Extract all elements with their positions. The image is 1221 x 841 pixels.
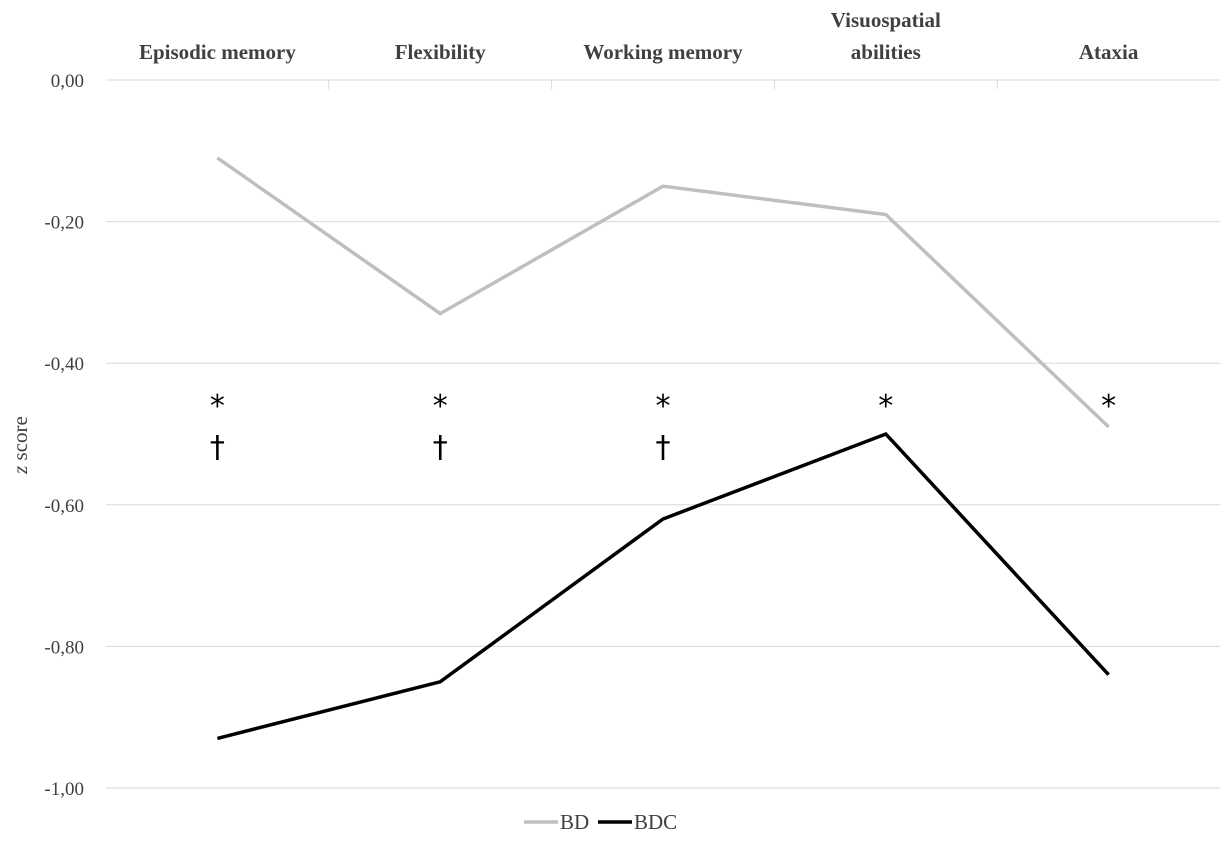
significance-star: * [433, 389, 448, 424]
legend-label-bdc: BDC [634, 810, 677, 834]
significance-star: * [656, 389, 671, 424]
significance-star: * [1101, 389, 1116, 424]
series-lines [216, 156, 1110, 741]
significance-star: * [210, 389, 225, 424]
category-label: Ataxia [1079, 40, 1139, 64]
category-labels: Episodic memory Flexibility Working memory… [139, 8, 1139, 64]
y-tick-label: -1,00 [44, 779, 84, 800]
significance-markers: * † * † * † * * [210, 389, 1116, 465]
significance-star: * [878, 389, 893, 424]
category-label: Flexibility [395, 40, 486, 64]
y-tick-label: -0,60 [44, 496, 84, 517]
y-axis-tick-labels: 0,00 -0,20 -0,40 -0,60 -0,80 -1,00 [44, 71, 84, 800]
y-tick-label: -0,40 [44, 354, 84, 375]
legend: BD BDC [524, 810, 677, 834]
series-line-bdc [216, 431, 1110, 741]
significance-dagger: † [210, 430, 225, 465]
significance-dagger: † [433, 430, 448, 465]
series-line-bd [216, 156, 1110, 429]
y-tick-label: -0,80 [44, 637, 84, 658]
category-label: Working memory [583, 40, 743, 64]
y-tick-label: 0,00 [51, 71, 84, 92]
category-label: abilities [851, 40, 921, 64]
gridlines [106, 79, 1220, 789]
legend-label-bd: BD [560, 810, 589, 834]
category-label: Visuospatial [831, 8, 941, 32]
y-axis-title: z score [8, 416, 32, 475]
y-tick-label: -0,20 [44, 213, 84, 234]
y-axis-title-italic: z [8, 466, 32, 475]
y-axis-title-rest: score [8, 416, 32, 466]
category-label: Episodic memory [139, 40, 296, 64]
significance-dagger: † [656, 430, 671, 465]
